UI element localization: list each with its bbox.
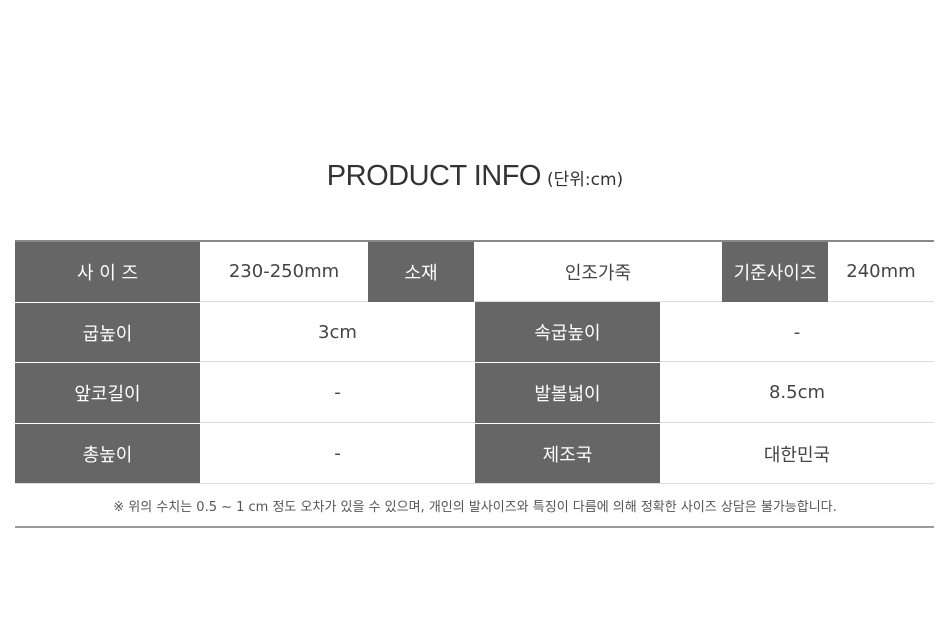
title-text: PRODUCT INFO <box>326 160 542 192</box>
label-foot-width: 발볼넓이 <box>475 363 660 423</box>
label-base-size: 기준사이즈 <box>722 242 828 302</box>
label-total-height: 총높이 <box>15 424 200 483</box>
value-size: 230-250mm <box>200 242 368 302</box>
label-material: 소재 <box>368 242 474 302</box>
value-heel-height: 3cm <box>200 303 475 362</box>
value-inner-heel: - <box>660 303 934 362</box>
page-title: PRODUCT INFO (단위:cm) <box>0 160 950 193</box>
label-toe-length: 앞코길이 <box>15 363 200 423</box>
label-origin: 제조국 <box>475 424 660 483</box>
value-foot-width: 8.5cm <box>660 363 934 423</box>
value-total-height: - <box>200 424 475 484</box>
label-heel-height: 굽높이 <box>15 303 200 362</box>
value-toe-length: - <box>200 363 475 423</box>
size-note: ※ 위의 수치는 0.5 ~ 1 cm 정도 오차가 있을 수 있으며, 개인의… <box>113 500 837 515</box>
value-base-size: 240mm <box>828 242 934 302</box>
table-bottom-border <box>15 483 934 484</box>
value-material: 인조가죽 <box>474 242 722 302</box>
label-inner-heel: 속굽높이 <box>475 302 660 362</box>
value-origin: 대한민국 <box>660 424 934 484</box>
label-size: 사 이 즈 <box>15 242 200 302</box>
unit-label: (단위:cm) <box>547 170 624 190</box>
note-bottom-border <box>15 526 934 528</box>
table-top-border <box>15 240 934 242</box>
